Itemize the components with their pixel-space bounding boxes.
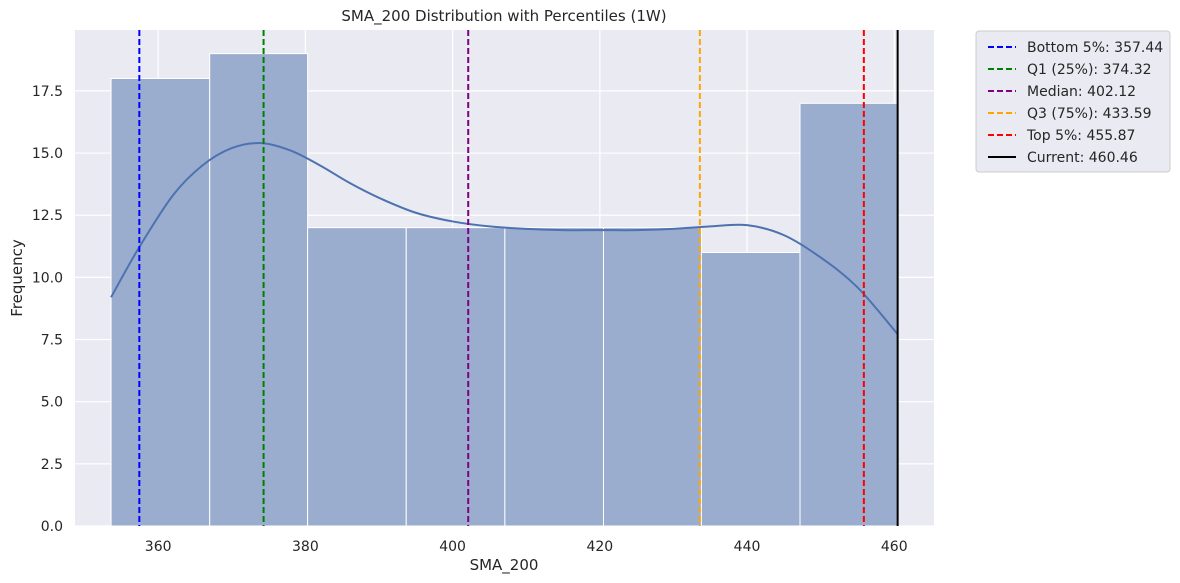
legend-label-current: Current: 460.46 [1027, 150, 1138, 166]
y-axis-label: Frequency [8, 239, 26, 317]
x-tick-label-420: 420 [586, 539, 613, 555]
y-tick-label-0.0: 0.0 [41, 519, 63, 535]
chart-title: SMA_200 Distribution with Percentiles (1… [341, 7, 666, 26]
kde-curve [110, 142, 899, 336]
y-axis-ticks: 0.0 2.5 5.0 7.5 10.0 12.5 15.0 17.5 [32, 84, 63, 535]
legend: Bottom 5%: 357.44 Q1 (25%): 374.32 Median:… [975, 30, 1171, 173]
legend-label-bottom-5: Bottom 5%: 357.44 [1027, 40, 1163, 56]
legend-label-q3: Q3 (75%): 433.59 [1027, 106, 1152, 122]
y-tick-label-17.5: 17.5 [32, 84, 63, 100]
legend-box [975, 30, 1171, 173]
histogram-bar-8 [799, 102, 899, 527]
y-tick-label-10.0: 10.0 [32, 270, 63, 286]
legend-label-top-5: Top 5%: 455.87 [1026, 128, 1135, 144]
x-tick-label-460: 460 [881, 539, 908, 555]
y-tick-label-12.5: 12.5 [32, 208, 63, 224]
y-tick-label-5.0: 5.0 [41, 395, 63, 411]
histogram-bar-7 [700, 252, 801, 527]
histogram-bars [110, 53, 899, 527]
legend-label-median: Median: 402.12 [1027, 84, 1136, 100]
histogram-bar-1 [110, 77, 211, 527]
histogram-bar-4 [405, 227, 506, 527]
x-tick-label-360: 360 [145, 539, 172, 555]
histogram-bar-3 [307, 227, 407, 527]
histogram-bar-5 [504, 227, 605, 527]
histogram-bar-6 [603, 227, 702, 527]
percentile-lines [138, 30, 899, 526]
x-tick-label-400: 400 [439, 539, 466, 555]
y-tick-label-7.5: 7.5 [41, 333, 63, 349]
x-axis-label: SMA_200 [470, 556, 539, 575]
x-tick-label-380: 380 [292, 539, 319, 555]
legend-label-q1: Q1 (25%): 374.32 [1027, 62, 1152, 78]
x-axis-ticks: 360 380 400 420 440 460 [145, 539, 908, 555]
y-tick-label-2.5: 2.5 [41, 457, 63, 473]
histogram-bar-2 [209, 53, 309, 527]
x-tick-label-440: 440 [734, 539, 761, 555]
y-tick-label-15.0: 15.0 [32, 146, 63, 162]
